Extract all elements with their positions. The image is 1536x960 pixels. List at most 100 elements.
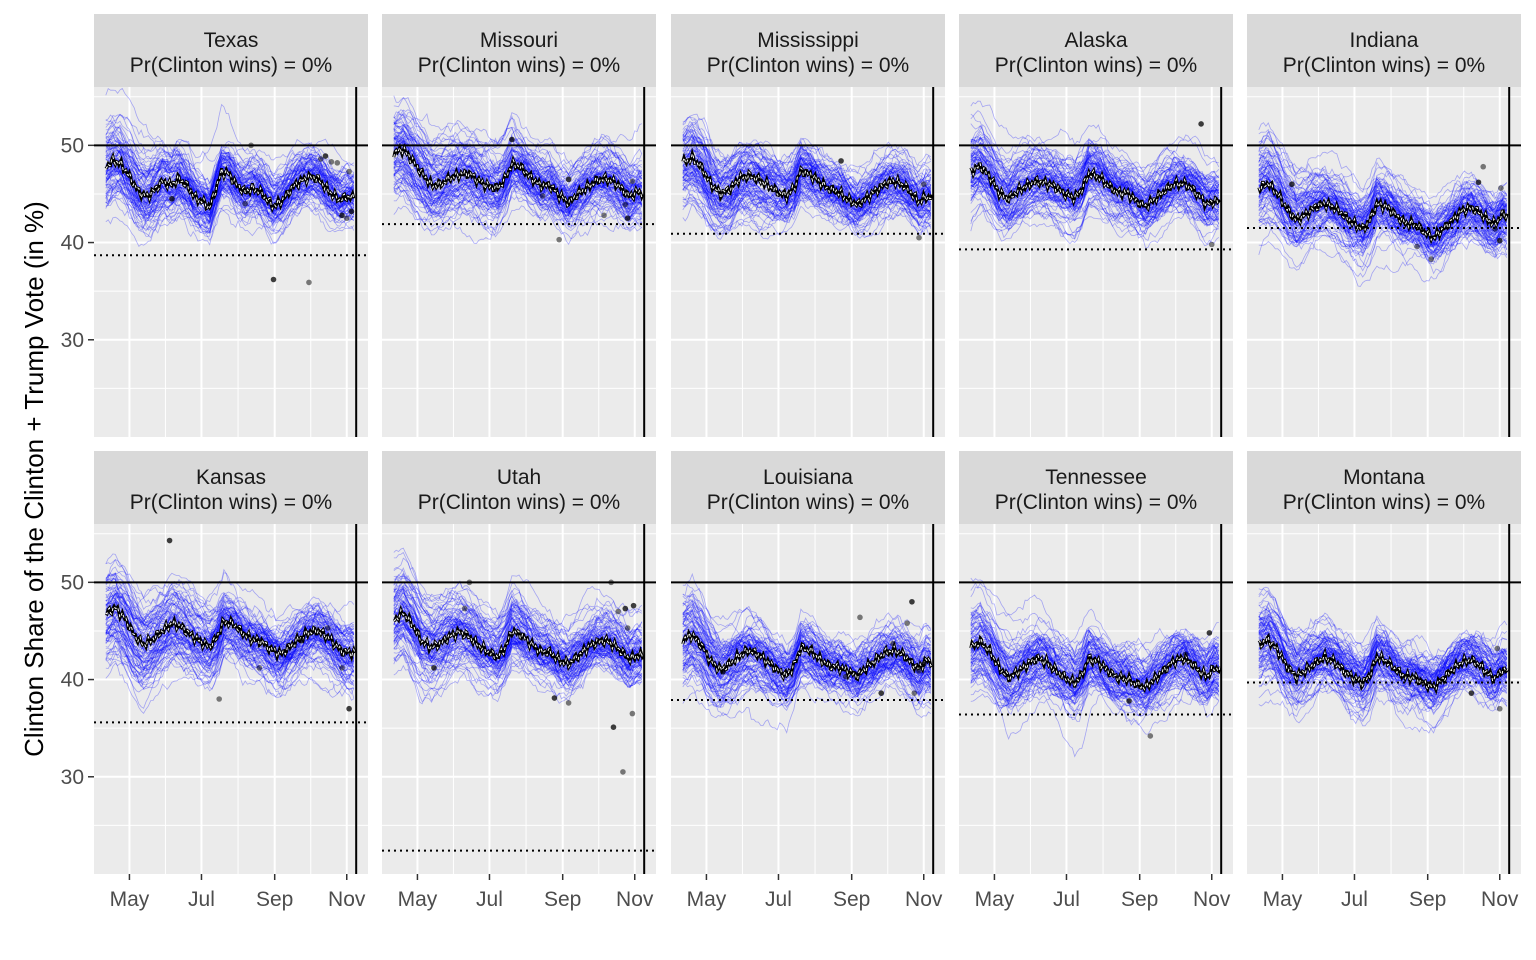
- simulation-line: [393, 179, 643, 245]
- poll-point: [1496, 705, 1503, 712]
- simulation-line: [393, 161, 643, 219]
- simulation-line: [393, 547, 642, 666]
- simulation-line: [105, 568, 355, 627]
- poll-point: [328, 159, 335, 165]
- poll-point: [622, 605, 629, 612]
- panel-strip: [1247, 451, 1521, 524]
- simulation-line: [682, 631, 932, 691]
- simulation-line: [970, 143, 1220, 203]
- simulation-line: [1258, 620, 1508, 696]
- simulation-line: [393, 121, 642, 217]
- poll-point: [878, 690, 885, 696]
- x-tick-label: Nov: [1193, 888, 1231, 911]
- y-tick-label: 50: [61, 571, 84, 594]
- simulation-line: [105, 155, 355, 219]
- poll-point: [256, 665, 263, 671]
- simulation-line: [105, 131, 354, 200]
- simulation-line: [393, 132, 642, 218]
- state-name: Utah: [497, 466, 541, 489]
- median-line-highlight: [682, 631, 933, 681]
- simulation-line: [1258, 186, 1508, 240]
- poll-point: [242, 200, 248, 207]
- simulation-line: [105, 603, 355, 698]
- simulation-line: [970, 156, 1220, 239]
- simulation-line: [105, 134, 354, 216]
- simulation-line: [970, 125, 1219, 215]
- simulation-line: [682, 172, 932, 228]
- simulation-line: [393, 174, 643, 225]
- simulation-line: [393, 610, 643, 682]
- simulation-line: [105, 170, 354, 230]
- simulation-line: [393, 127, 643, 204]
- simulation-line: [105, 163, 355, 245]
- simulation-line: [393, 596, 643, 682]
- simulation-line: [682, 172, 931, 240]
- simulation-line: [393, 620, 643, 679]
- poll-point: [539, 193, 546, 199]
- simulation-line: [970, 643, 1219, 693]
- simulation-line: [970, 137, 1220, 195]
- simulation-line: [970, 652, 1220, 717]
- poll-point: [1126, 698, 1132, 704]
- median-line-highlight: [393, 608, 644, 669]
- simulation-line: [105, 148, 355, 234]
- simulation-line: [105, 591, 354, 662]
- poll-point: [620, 769, 626, 775]
- simulation-line: [393, 586, 643, 680]
- simulation-line: [682, 618, 932, 678]
- simulation-line: [1258, 169, 1508, 248]
- simulation-line: [393, 633, 643, 694]
- state-name: Kansas: [196, 466, 266, 489]
- simulation-line: [393, 139, 643, 191]
- simulation-line: [393, 629, 642, 685]
- simulation-line: [682, 630, 932, 698]
- simulation-line: [970, 601, 1219, 667]
- x-tick-label: Jul: [1341, 888, 1368, 911]
- simulation-line: [682, 141, 932, 191]
- simulation-line: [970, 642, 1219, 722]
- simulation-line: [1258, 617, 1508, 678]
- simulation-line: [105, 618, 355, 701]
- median-line-highlight: [105, 605, 356, 660]
- simulation-line: [393, 597, 643, 645]
- simulation-line: [1258, 160, 1508, 241]
- simulation-line: [970, 154, 1220, 210]
- simulation-line: [682, 647, 932, 690]
- simulation-line: [682, 645, 931, 697]
- simulation-line: [105, 167, 354, 224]
- simulation-line: [970, 612, 1219, 687]
- simulation-line: [393, 581, 643, 637]
- simulation-line: [1258, 191, 1508, 239]
- simulation-line: [393, 551, 642, 677]
- poll-point: [346, 168, 352, 175]
- x-tick-label: May: [110, 888, 150, 911]
- simulation-line: [105, 137, 355, 204]
- win-probability: Pr(Clinton wins) = 0%: [707, 491, 909, 514]
- simulation-line: [105, 635, 354, 688]
- simulation-line: [970, 643, 1220, 691]
- simulation-line: [1258, 192, 1508, 255]
- state-name: Texas: [204, 29, 259, 52]
- simulation-line: [105, 121, 355, 206]
- simulation-line: [682, 182, 932, 236]
- simulation-line: [393, 160, 643, 219]
- simulation-line: [393, 610, 642, 667]
- simulation-line: [682, 624, 932, 695]
- simulation-line: [970, 179, 1220, 240]
- simulation-line: [970, 661, 1219, 703]
- simulation-line: [1258, 630, 1508, 711]
- poll-point: [1208, 241, 1215, 248]
- simulation-line: [105, 559, 354, 666]
- simulation-line: [393, 119, 642, 210]
- simulation-line: [393, 611, 642, 657]
- simulation-line: [393, 159, 643, 214]
- simulation-line: [1258, 135, 1508, 228]
- simulation-line: [970, 145, 1220, 207]
- simulation-line: [682, 153, 932, 225]
- simulation-line: [970, 667, 1220, 721]
- simulation-line: [105, 114, 355, 218]
- simulation-line: [393, 156, 643, 207]
- x-tick-label: May: [975, 888, 1015, 911]
